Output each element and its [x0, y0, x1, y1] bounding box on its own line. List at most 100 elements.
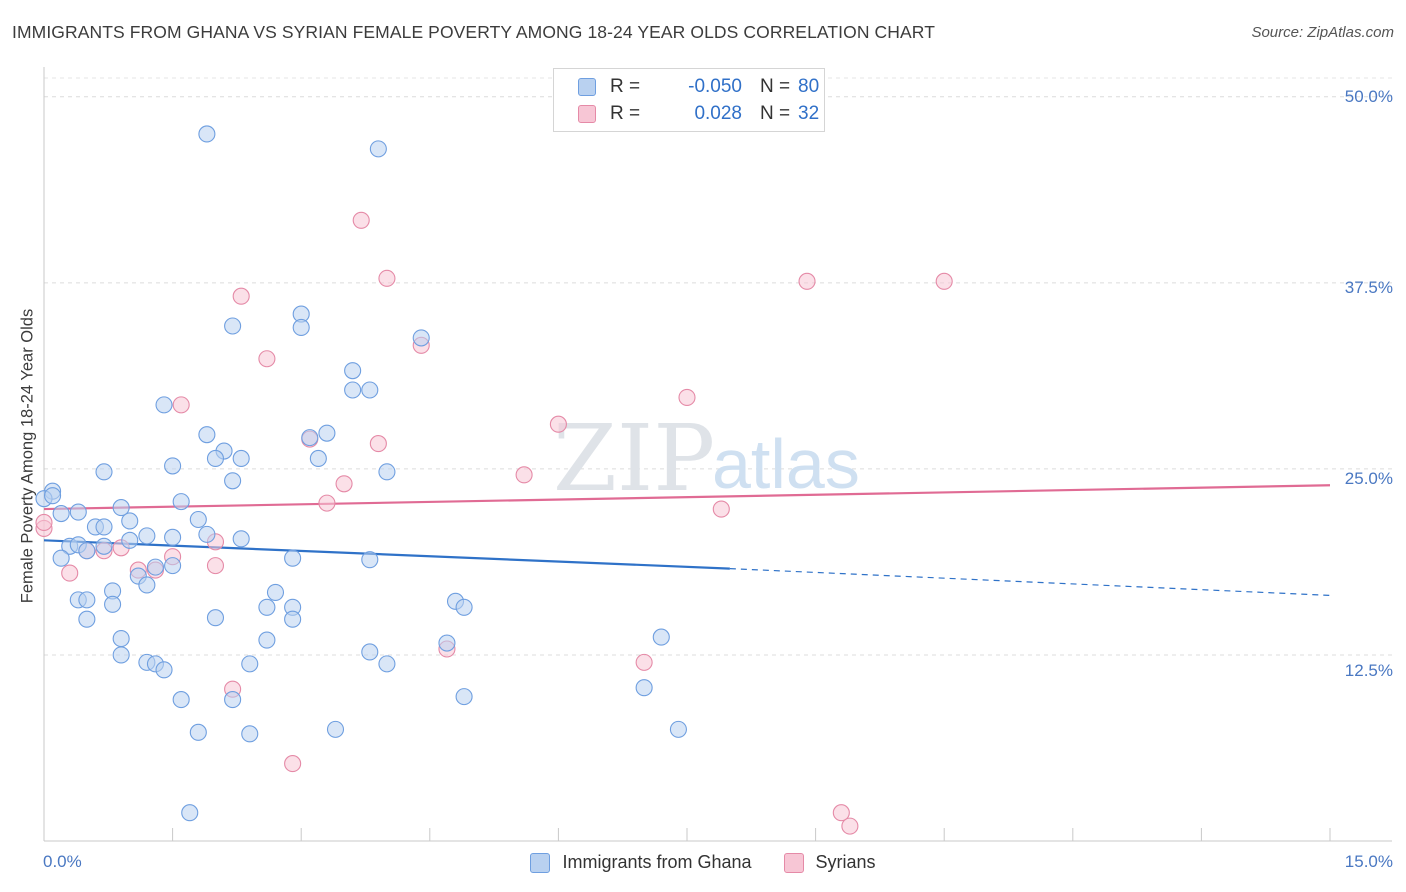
syrians-trend-line: [43, 484, 1331, 511]
ghana-point: [44, 487, 62, 505]
stat-r-value: -0.050: [688, 76, 742, 97]
stat-row-ghana: R = -0.050 N = 80: [578, 75, 819, 99]
watermark-zip: ZIP: [553, 405, 715, 512]
legend-label-ghana: Immigrants from Ghana: [562, 852, 752, 872]
ghana-point: [121, 512, 139, 530]
x-tick-label-max: 15.0%: [1344, 852, 1393, 871]
syrians-point: [798, 272, 816, 290]
stat-r-label: R =: [610, 76, 641, 97]
ghana-point: [301, 429, 319, 447]
stat-r-value: 0.028: [694, 103, 742, 124]
ghana-point: [361, 551, 379, 569]
ghana-point: [52, 549, 70, 567]
ghana-color-swatch: [578, 78, 596, 96]
ghana-legend-swatch: [530, 852, 551, 873]
ghana-point: [198, 525, 216, 543]
ghana-point: [181, 804, 199, 822]
ghana-point: [78, 591, 96, 609]
syrians-point: [935, 272, 953, 290]
y-tick-label-37-5: 37.5%: [1344, 278, 1393, 297]
y-tick-label-25: 25.0%: [1344, 469, 1393, 488]
ghana-point: [112, 499, 130, 517]
syrians-point: [832, 804, 850, 822]
syrians-point: [678, 388, 696, 406]
stat-n-value: 80: [798, 76, 820, 97]
y-tick-label-12-5: 12.5%: [1344, 661, 1393, 680]
ghana-point: [652, 628, 670, 646]
ghana-point: [164, 528, 182, 546]
watermark-atlas: atlas: [712, 425, 860, 503]
syrians-point: [232, 287, 250, 305]
ghana-point: [241, 655, 259, 673]
syrians-point: [206, 557, 225, 575]
stat-row-syrians: R = 0.028 N = 32: [578, 102, 819, 126]
syrians-point: [352, 211, 370, 229]
syrians-point: [712, 500, 730, 518]
ghana-point: [121, 531, 139, 549]
x-tick-label-min: 0.0%: [43, 852, 82, 871]
syrians-legend-swatch: [783, 852, 804, 873]
axes: [43, 67, 1392, 842]
trend-lines: [43, 484, 1331, 597]
legend-label-syrians: Syrians: [815, 852, 876, 872]
ghana-point: [455, 598, 473, 616]
syrians-point: [35, 513, 53, 532]
ghana-point: [95, 537, 113, 555]
data-points: [35, 125, 953, 835]
ghana-point: [138, 576, 156, 594]
ghana-point: [258, 598, 276, 616]
ghana-point: [189, 723, 207, 741]
ghana-point: [266, 583, 285, 601]
ghana-point: [206, 449, 225, 468]
ghana-point: [198, 125, 216, 143]
syrians-point: [841, 817, 859, 835]
syrians-point: [318, 494, 336, 512]
ghana-point: [284, 549, 302, 567]
ghana-point: [635, 679, 653, 697]
syrians-point: [369, 435, 387, 453]
ghana-point: [369, 140, 387, 158]
correlation-stats-box: R = -0.050 N = 80 R = 0.028 N = 32: [553, 68, 825, 132]
legend-item-syrians[interactable]: Syrians: [783, 852, 876, 873]
ghana-point: [52, 504, 70, 523]
ghana-point: [138, 527, 156, 545]
ghana-point: [318, 424, 336, 442]
ghana-point: [232, 449, 250, 468]
syrians-point: [635, 653, 653, 671]
ghana-point: [344, 362, 362, 380]
ghana-point: [164, 457, 182, 475]
ghana-point: [669, 720, 687, 738]
legend-item-ghana[interactable]: Immigrants from Ghana: [530, 852, 752, 873]
ghana-point: [258, 631, 276, 649]
ghana-point: [378, 655, 396, 673]
ghana-point: [224, 691, 242, 709]
ghana-point: [241, 725, 259, 743]
ghana-point: [198, 426, 216, 444]
syrians-point: [515, 466, 533, 484]
stat-n-label: N =: [760, 103, 791, 124]
ghana-point: [361, 381, 379, 399]
syrians-point: [284, 755, 302, 773]
ghana-point: [361, 643, 379, 661]
ghana-trend-line: [43, 539, 730, 570]
ghana-point: [378, 463, 396, 481]
ghana-point: [455, 688, 473, 706]
ghana-point: [104, 595, 122, 613]
syrians-point: [172, 396, 190, 414]
chart-legend: Immigrants from Ghana Syrians: [0, 852, 1406, 873]
stat-n-label: N =: [760, 76, 791, 97]
ghana-point: [95, 463, 113, 481]
ghana-point: [112, 646, 130, 664]
ghana-point: [69, 503, 87, 521]
ghana-point: [224, 472, 242, 490]
ghana-point: [78, 542, 96, 560]
ghana-point: [284, 610, 302, 628]
y-tick-label-50: 50.0%: [1344, 87, 1393, 106]
watermark: ZIP atlas: [553, 405, 860, 512]
ghana-point: [189, 510, 207, 529]
ghana-point: [326, 720, 345, 738]
ghana-point: [112, 630, 130, 648]
ghana-point: [164, 557, 182, 575]
